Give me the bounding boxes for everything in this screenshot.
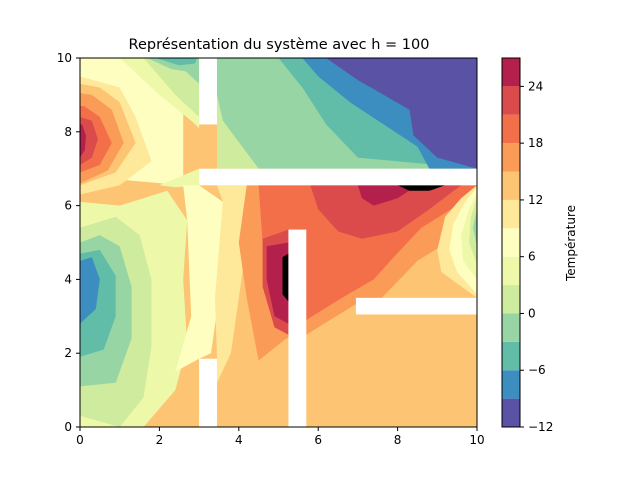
y-tick-label-2: 4	[64, 272, 72, 286]
y-tick-label-4: 8	[64, 125, 72, 139]
plot-frame	[79, 57, 478, 428]
contour-band-28	[357, 185, 418, 206]
x-tick-label-2: 4	[235, 433, 243, 447]
y-tick-label-5: 10	[57, 51, 72, 65]
colorbar-segment-6	[502, 228, 520, 257]
x-tick-label-4: 8	[394, 433, 402, 447]
contour-band-21	[175, 185, 223, 372]
colorbar-segment-2	[502, 341, 520, 371]
colorbar-segment-5	[502, 256, 520, 286]
contour-band-29	[397, 185, 446, 191]
colorbar-tick-label-6: 24	[528, 79, 543, 93]
contour-regions	[80, 58, 477, 427]
y-tick-label-3: 6	[64, 199, 72, 213]
wall-4	[355, 297, 477, 315]
x-tick-label-1: 2	[156, 433, 164, 447]
colorbar-tick-label-3: 6	[528, 250, 536, 264]
y-tick-label-1: 2	[64, 346, 72, 360]
colorbar-segment-9	[502, 143, 520, 172]
wall-3	[288, 229, 307, 427]
colorbar-segment-4	[502, 285, 520, 314]
colorbar-label: Température	[564, 205, 578, 282]
contour-band-24	[258, 185, 477, 328]
colorbar-segment-12	[502, 58, 520, 87]
contour-band-18	[326, 58, 477, 169]
wall-obstacles	[199, 58, 477, 427]
x-axis: 0 2 4 6 8 10	[76, 427, 485, 447]
contour-band-5	[80, 257, 100, 324]
colorbar-frame	[501, 57, 521, 428]
contour-band-30	[282, 253, 289, 302]
colorbar-segment-11	[502, 86, 520, 115]
colorbar-segment-0	[502, 398, 520, 427]
contour-band-25	[310, 185, 462, 239]
contour-band-35	[473, 209, 477, 247]
colorbar-tick-label-5: 18	[528, 136, 543, 150]
contour-band-13	[80, 124, 86, 158]
colorbar-tick-label-2: 0	[528, 306, 536, 320]
contour-band-20	[155, 58, 198, 66]
colorbar: −12 −6 0 6 12 18 24	[501, 57, 553, 434]
contour-band-34	[469, 198, 477, 265]
contour-plot-area	[80, 58, 477, 427]
colorbar-segment-1	[502, 370, 520, 399]
colorbar-tick-label-4: 12	[528, 193, 543, 207]
wall-1	[199, 58, 217, 125]
x-tick-label-5: 10	[469, 433, 484, 447]
chart-title: Représentation du système avec h = 100	[129, 37, 430, 53]
contour-band-12	[80, 117, 98, 165]
x-tick-label-3: 6	[314, 433, 322, 447]
colorbar-tick-label-1: −6	[528, 363, 546, 377]
colorbar-segment-8	[502, 171, 520, 200]
y-axis: 0 2 4 6 8 10	[57, 51, 80, 434]
x-tick-label-0: 0	[76, 433, 84, 447]
wall-5	[199, 358, 217, 427]
colorbar-segment-7	[502, 199, 520, 229]
colorbar-segment-10	[502, 114, 520, 144]
colorbar-tick-label-0: −12	[528, 420, 553, 434]
wall-2	[199, 168, 477, 186]
colorbar-segment-3	[502, 313, 520, 342]
y-tick-label-0: 0	[64, 420, 72, 434]
